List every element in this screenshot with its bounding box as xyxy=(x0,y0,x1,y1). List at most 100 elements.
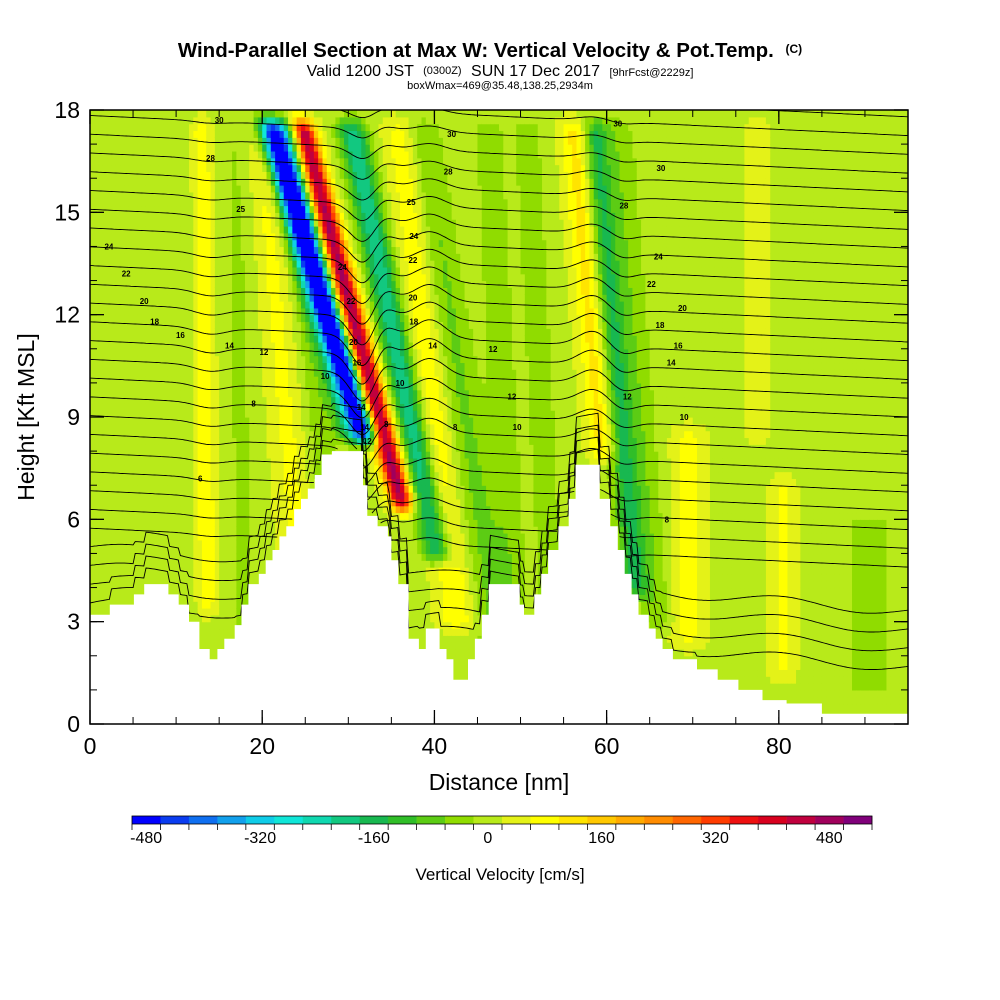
w-cell xyxy=(167,348,173,357)
w-cell xyxy=(262,225,268,234)
w-cell xyxy=(253,307,259,316)
w-cell xyxy=(189,389,194,398)
w-cell xyxy=(94,116,100,125)
w-cell xyxy=(107,294,113,302)
w-cell xyxy=(214,642,220,650)
w-cell xyxy=(244,130,250,138)
w-cell xyxy=(257,423,263,432)
w-cell xyxy=(266,130,272,138)
w-cell xyxy=(133,532,138,541)
w-cell xyxy=(266,280,272,288)
w-cell xyxy=(288,328,293,336)
w-cell xyxy=(240,116,246,125)
w-cell xyxy=(189,314,194,323)
w-cell xyxy=(223,485,229,493)
w-cell xyxy=(98,307,104,316)
w-cell xyxy=(120,423,126,432)
w-cell xyxy=(283,150,289,159)
w-cell xyxy=(305,362,311,370)
w-cell xyxy=(141,423,147,432)
w-cell xyxy=(232,280,237,288)
w-cell xyxy=(176,307,182,316)
w-cell xyxy=(201,301,207,309)
w-cell xyxy=(309,239,315,248)
w-cell xyxy=(257,301,263,309)
w-cell xyxy=(128,492,134,500)
w-cell xyxy=(115,437,121,445)
w-cell xyxy=(253,185,259,193)
w-cell xyxy=(249,110,255,118)
w-cell xyxy=(236,430,242,439)
w-cell xyxy=(313,171,319,179)
w-cell xyxy=(193,239,199,248)
w-cell xyxy=(189,403,194,411)
box-info: boxWmax=469@35.48,138.25,2934m xyxy=(407,80,593,92)
w-cell xyxy=(107,260,113,268)
w-cell xyxy=(137,423,143,432)
w-cell xyxy=(214,573,220,582)
w-cell xyxy=(257,478,263,486)
w-cell xyxy=(253,539,259,548)
w-cell xyxy=(309,362,315,370)
w-cell xyxy=(253,212,259,220)
w-cell xyxy=(206,498,212,507)
w-cell xyxy=(201,239,207,248)
w-cell xyxy=(240,553,246,561)
w-cell xyxy=(133,560,138,568)
w-cell xyxy=(300,232,306,241)
w-cell xyxy=(309,314,315,323)
w-cell xyxy=(133,185,138,193)
w-cell xyxy=(292,239,298,248)
w-cell xyxy=(227,628,233,636)
w-cell xyxy=(249,164,255,172)
w-cell xyxy=(94,178,100,186)
w-cell xyxy=(115,260,121,268)
w-cell xyxy=(98,369,104,377)
w-cell xyxy=(219,280,225,288)
w-cell xyxy=(154,376,160,384)
w-cell xyxy=(154,437,160,445)
w-cell xyxy=(171,280,177,288)
w-cell xyxy=(318,341,324,350)
w-cell xyxy=(154,301,160,309)
w-cell xyxy=(167,355,173,364)
w-cell xyxy=(120,219,126,227)
w-cell xyxy=(313,376,319,384)
w-cell xyxy=(283,171,289,179)
w-cell xyxy=(154,341,160,350)
w-cell xyxy=(167,553,173,561)
w-cell xyxy=(257,280,263,288)
w-cell xyxy=(322,225,328,234)
w-cell xyxy=(184,532,190,541)
w-cell xyxy=(115,471,121,479)
w-cell xyxy=(262,110,268,118)
w-cell xyxy=(322,355,328,364)
w-cell xyxy=(214,191,220,200)
w-cell xyxy=(184,430,190,439)
w-cell xyxy=(262,191,268,200)
w-cell xyxy=(98,567,104,575)
w-cell xyxy=(120,335,126,343)
w-cell xyxy=(210,164,216,172)
w-cell xyxy=(171,355,177,364)
w-cell xyxy=(124,116,130,125)
w-cell xyxy=(219,137,225,145)
w-cell xyxy=(232,205,237,213)
w-cell xyxy=(98,280,104,288)
w-cell xyxy=(124,239,130,248)
w-cell xyxy=(288,485,293,493)
w-cell xyxy=(128,198,134,207)
w-cell xyxy=(206,628,212,636)
w-cell xyxy=(184,164,190,172)
w-cell xyxy=(257,328,263,336)
w-cell xyxy=(219,287,225,295)
w-cell xyxy=(137,362,143,370)
w-cell xyxy=(249,539,255,548)
w-cell xyxy=(180,546,186,555)
w-cell xyxy=(223,266,229,275)
w-cell xyxy=(206,546,212,555)
w-cell xyxy=(167,178,173,186)
w-cell xyxy=(111,485,117,493)
w-cell xyxy=(270,314,276,323)
